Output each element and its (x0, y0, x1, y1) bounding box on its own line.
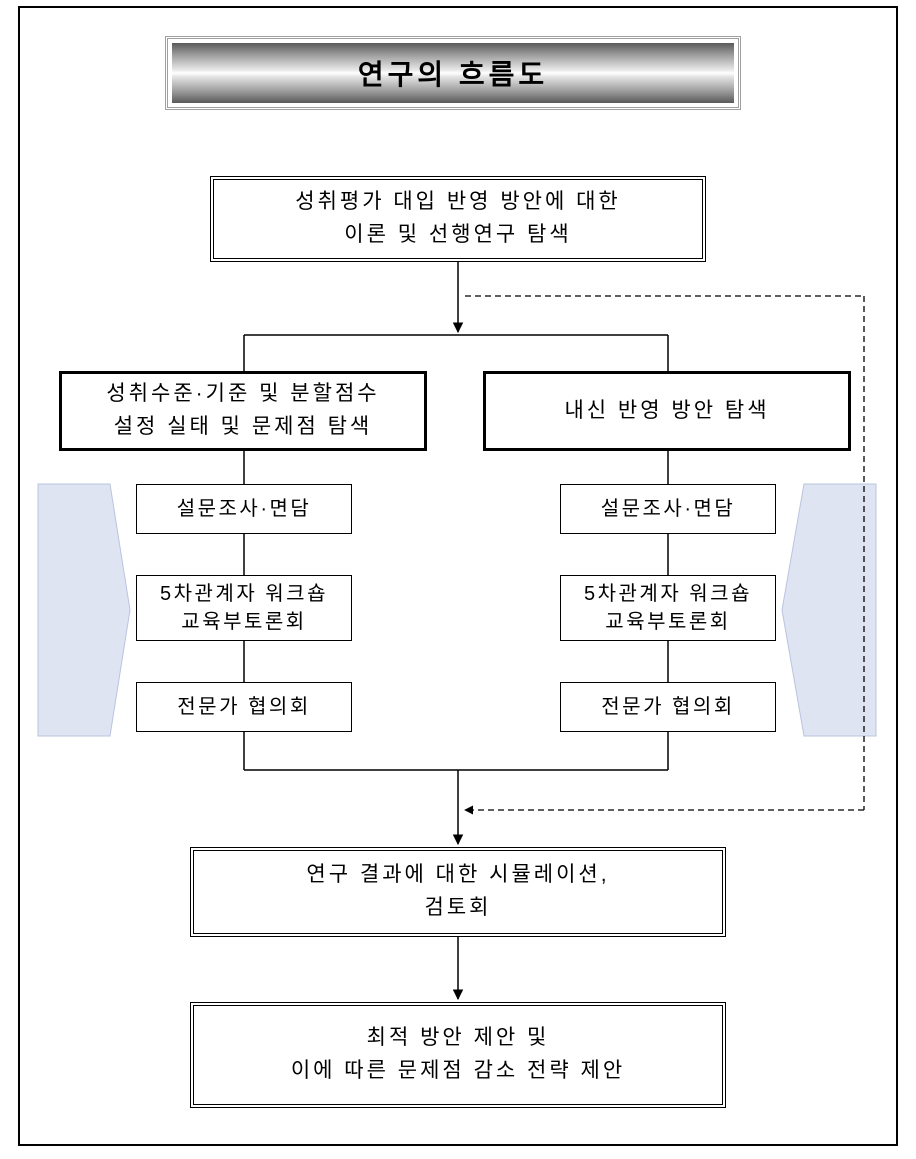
branch-left-h-l1: 성취수준·기준 및 분할점수 (106, 378, 379, 411)
right-step1: 설문조사·면담 (560, 484, 776, 534)
branch-right-h: 내신 반영 방안 탐색 (564, 395, 769, 428)
right-step3: 전문가 협의회 (560, 682, 776, 732)
sp-l4: 현장 (38, 569, 110, 597)
left-step2-l1: 5차관계자 워크숍 (160, 580, 328, 608)
top-line2: 이론 및 선행연구 탐색 (344, 219, 571, 252)
left-step3: 전문가 협의회 (136, 682, 352, 732)
left-step3-text: 전문가 협의회 (177, 693, 310, 721)
top-line1: 성취평가 대입 반영 방안에 대한 (295, 186, 621, 219)
spr-l6: 포커스 (804, 638, 876, 666)
spr-l1: 교육 (804, 486, 876, 514)
title-text: 연구의 흐름도 (358, 53, 548, 93)
title-gradient: 연구의 흐름도 (172, 43, 734, 103)
sp-l8: 운영 (38, 693, 110, 721)
spr-blank (804, 624, 876, 638)
sp-l6: 포커스 (38, 638, 110, 666)
sp-l1: 교육 (38, 486, 110, 514)
left-step2-l2: 교육부토론회 (181, 608, 306, 636)
sp-l2: 평가 (38, 514, 110, 542)
spr-l4: 현장 (804, 569, 876, 597)
right-step2-l1: 5차관계자 워크숍 (584, 580, 752, 608)
top-theory-box: 성취평가 대입 반영 방안에 대한 이론 및 선행연구 탐색 (210, 176, 706, 262)
left-step2: 5차관계자 워크숍 교육부토론회 (136, 575, 352, 641)
spr-l3: 및 (804, 541, 876, 569)
title-box: 연구의 흐름도 (165, 36, 741, 110)
sim-l2: 검토회 (425, 892, 492, 925)
right-step2-l2: 교육부토론회 (605, 608, 730, 636)
proposal-box: 최적 방안 제안 및 이에 따른 문제점 감소 전략 제안 (190, 1002, 726, 1108)
spr-l8: 운영 (804, 693, 876, 721)
sp-l5: 전문가 (38, 596, 110, 624)
left-step1-text: 설문조사·면담 (177, 495, 312, 523)
sp-l7: 그룹 (38, 665, 110, 693)
prop-l1: 최적 방안 제안 및 (367, 1022, 550, 1055)
right-step2: 5차관계자 워크숍 교육부토론회 (560, 575, 776, 641)
sp-blank (38, 624, 110, 638)
prop-l2: 이에 따른 문제점 감소 전략 제안 (291, 1055, 625, 1088)
right-step1-text: 설문조사·면담 (601, 495, 736, 523)
left-step1: 설문조사·면담 (136, 484, 352, 534)
branch-right-header: 내신 반영 방안 탐색 (483, 371, 851, 451)
branch-left-header: 성취수준·기준 및 분할점수 설정 실태 및 문제점 탐색 (59, 371, 427, 451)
spr-l2: 평가 (804, 514, 876, 542)
spr-l5: 전문가 (804, 596, 876, 624)
simulation-review-box: 연구 결과에 대한 시뮬레이션, 검토회 (190, 847, 726, 937)
sim-l1: 연구 결과에 대한 시뮬레이션, (306, 859, 609, 892)
right-step3-text: 전문가 협의회 (601, 693, 734, 721)
side-panel-left-text: 교육 평가 및 현장 전문가 포커스 그룹 운영 (38, 486, 110, 720)
branch-left-h-l2: 설정 실태 및 문제점 탐색 (114, 411, 373, 444)
sp-l3: 및 (38, 541, 110, 569)
spr-l7: 그룹 (804, 665, 876, 693)
side-panel-right-text: 교육 평가 및 현장 전문가 포커스 그룹 운영 (804, 486, 876, 720)
